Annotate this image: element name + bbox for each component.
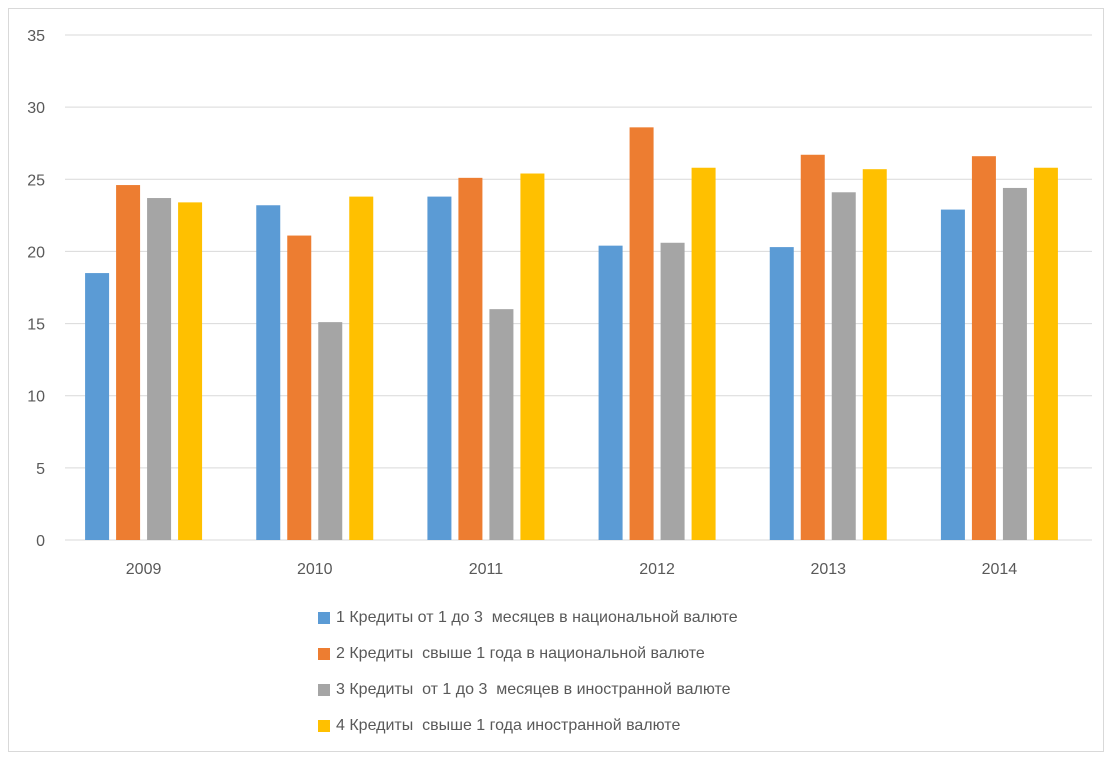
x-tick-label: 2009 [126,561,162,578]
legend-swatch [318,612,330,624]
legend: 1 Кредиты от 1 до 3 месяцев в национальн… [318,600,1018,744]
y-tick-label: 30 [27,100,45,117]
bar-2009-series-2 [116,185,141,541]
bar-2011-series-2 [458,177,483,541]
bar-2013-series-4 [862,169,887,540]
bar-2011-series-1 [427,196,452,540]
bar-chart: 0 5 10 15 20 25 30 35 2009 2010 2011 2012 2013 2014 [27,28,1092,578]
bar-2012-series-3 [660,242,685,540]
x-axis-ticks: 2009 2010 2011 2012 2013 2014 [126,561,1018,578]
legend-label: 4 Кредиты свыше 1 года иностранной валют… [336,717,681,734]
legend-item: 1 Кредиты от 1 до 3 месяцев в национальн… [318,600,1018,636]
x-tick-label: 2014 [982,561,1018,578]
bar-2014-series-2 [971,156,996,540]
bar-2013-series-3 [831,192,856,540]
bar-2014-series-3 [1002,187,1027,540]
bar-2012-series-2 [629,127,654,540]
legend-label: 1 Кредиты от 1 до 3 месяцев в национальн… [336,609,738,626]
bar-2009-series-4 [178,202,203,540]
legend-item: 4 Кредиты свыше 1 года иностранной валют… [318,708,1018,744]
bar-2009-series-3 [147,198,172,541]
x-tick-label: 2012 [639,561,675,578]
bars [85,127,1058,541]
y-tick-label: 0 [36,533,45,550]
y-axis-ticks: 0 5 10 15 20 25 30 35 [27,28,45,550]
legend-label: 2 Кредиты свыше 1 года в национальной ва… [336,645,705,662]
x-tick-label: 2010 [297,561,333,578]
bar-2010-series-3 [318,322,343,540]
x-tick-label: 2011 [469,561,504,578]
legend-swatch [318,720,330,732]
y-tick-label: 20 [27,244,45,261]
bar-2012-series-1 [598,245,623,540]
bar-2010-series-2 [287,235,312,541]
legend-item: 2 Кредиты свыше 1 года в национальной ва… [318,636,1018,672]
bar-2009-series-1 [85,273,110,540]
bar-2011-series-3 [489,309,514,540]
legend-label: 3 Кредиты от 1 до 3 месяцев в иностранно… [336,681,731,698]
bar-2014-series-1 [940,209,965,541]
x-tick-label: 2013 [810,561,846,578]
gridlines [65,34,1092,541]
y-tick-label: 10 [27,389,45,406]
bar-2011-series-4 [520,173,545,540]
bar-2010-series-1 [256,205,281,540]
legend-swatch [318,684,330,696]
y-tick-label: 35 [27,28,45,45]
bar-2013-series-2 [800,154,825,540]
legend-item: 3 Кредиты от 1 до 3 месяцев в иностранно… [318,672,1018,708]
legend-swatch [318,648,330,660]
bar-2014-series-4 [1033,167,1058,540]
y-tick-label: 5 [36,461,45,478]
y-tick-label: 15 [27,317,45,334]
bar-2010-series-4 [349,196,374,540]
bar-2013-series-1 [769,247,794,540]
bar-2012-series-4 [691,167,716,540]
y-tick-label: 25 [27,172,45,189]
